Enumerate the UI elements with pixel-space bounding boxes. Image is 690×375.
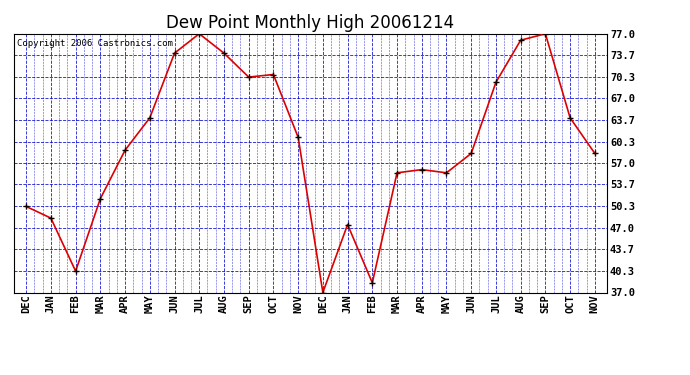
Text: Copyright 2006 Castronics.com: Copyright 2006 Castronics.com xyxy=(17,39,172,48)
Title: Dew Point Monthly High 20061214: Dew Point Monthly High 20061214 xyxy=(166,14,455,32)
